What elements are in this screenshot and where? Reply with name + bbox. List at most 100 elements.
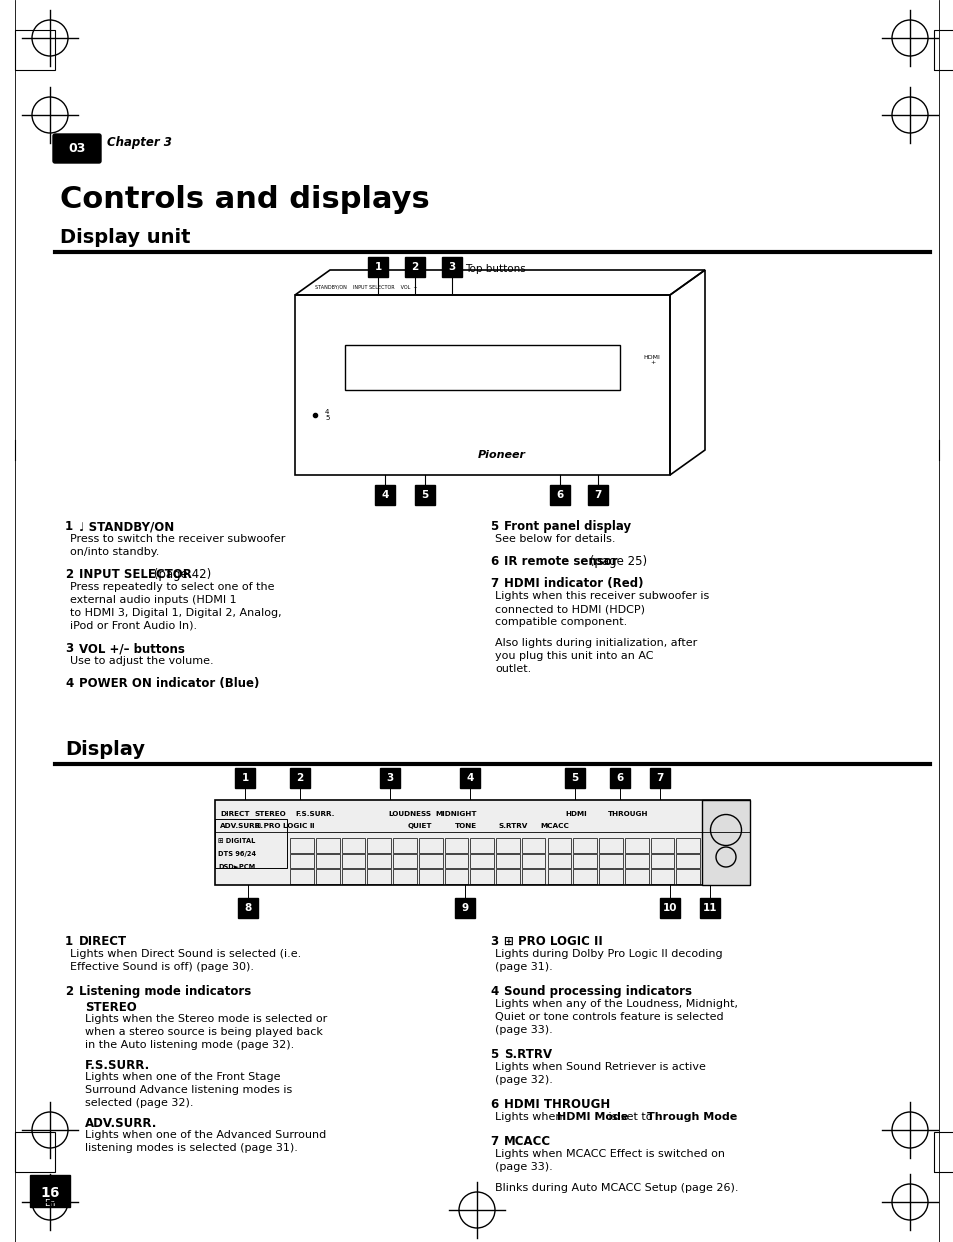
Text: MIDNIGHT: MIDNIGHT bbox=[435, 811, 476, 817]
Text: Lights when the Stereo mode is selected or: Lights when the Stereo mode is selected … bbox=[85, 1013, 327, 1023]
Bar bbox=[444, 838, 468, 853]
Text: Top buttons: Top buttons bbox=[464, 265, 525, 274]
Text: 7: 7 bbox=[490, 578, 497, 590]
Bar bbox=[547, 838, 571, 853]
Text: 16: 16 bbox=[40, 1186, 60, 1200]
Text: HDMI
  +: HDMI + bbox=[643, 355, 659, 365]
Text: Surround Advance listening modes is: Surround Advance listening modes is bbox=[85, 1086, 292, 1095]
Bar bbox=[598, 853, 622, 868]
Text: 4: 4 bbox=[65, 677, 73, 691]
Text: Blinks during Auto MCACC Setup (page 26).: Blinks during Auto MCACC Setup (page 26)… bbox=[495, 1182, 738, 1194]
Text: Listening mode indicators: Listening mode indicators bbox=[79, 985, 251, 999]
Text: 10: 10 bbox=[662, 903, 677, 913]
FancyBboxPatch shape bbox=[659, 898, 679, 918]
Text: Press repeatedly to select one of the: Press repeatedly to select one of the bbox=[70, 582, 274, 592]
Bar bbox=[367, 838, 391, 853]
FancyBboxPatch shape bbox=[234, 768, 254, 787]
Bar bbox=[214, 800, 749, 886]
Text: connected to HDMI (HDCP): connected to HDMI (HDCP) bbox=[495, 604, 644, 614]
Bar bbox=[624, 853, 648, 868]
Bar bbox=[15, 1131, 55, 1172]
Bar bbox=[393, 838, 416, 853]
Text: HDMI indicator (Red): HDMI indicator (Red) bbox=[503, 578, 643, 590]
FancyBboxPatch shape bbox=[379, 768, 399, 787]
Text: S.RTRV: S.RTRV bbox=[497, 823, 527, 828]
FancyBboxPatch shape bbox=[550, 484, 569, 505]
Text: listening modes is selected (page 31).: listening modes is selected (page 31). bbox=[85, 1143, 297, 1153]
Bar bbox=[547, 869, 571, 884]
Bar bbox=[547, 853, 571, 868]
FancyBboxPatch shape bbox=[649, 768, 669, 787]
Text: you plug this unit into an AC: you plug this unit into an AC bbox=[495, 651, 653, 661]
Text: MCACC: MCACC bbox=[539, 823, 568, 828]
Bar bbox=[444, 853, 468, 868]
Text: 7: 7 bbox=[656, 773, 663, 782]
Text: 6: 6 bbox=[490, 1098, 497, 1112]
Bar bbox=[315, 838, 339, 853]
Bar bbox=[650, 853, 674, 868]
Text: Display unit: Display unit bbox=[60, 229, 191, 247]
Bar bbox=[418, 869, 442, 884]
Bar bbox=[573, 869, 597, 884]
Text: THROUGH: THROUGH bbox=[607, 811, 648, 817]
Bar bbox=[418, 838, 442, 853]
Bar bbox=[393, 853, 416, 868]
FancyBboxPatch shape bbox=[30, 1175, 70, 1207]
Text: Lights when Direct Sound is selected (i.e.: Lights when Direct Sound is selected (i.… bbox=[70, 949, 301, 959]
Text: (page 25): (page 25) bbox=[585, 555, 646, 568]
Bar bbox=[345, 345, 619, 390]
Text: DTS 96/24: DTS 96/24 bbox=[218, 851, 255, 857]
Bar bbox=[650, 869, 674, 884]
Text: 4: 4 bbox=[381, 491, 388, 501]
Text: ⊞ DIGITAL: ⊞ DIGITAL bbox=[218, 838, 255, 845]
Bar bbox=[214, 818, 287, 868]
Text: 11: 11 bbox=[702, 903, 717, 913]
Text: Through Mode: Through Mode bbox=[646, 1112, 737, 1122]
Text: IR remote sensor: IR remote sensor bbox=[503, 555, 617, 568]
Text: POWER ON indicator (Blue): POWER ON indicator (Blue) bbox=[79, 677, 259, 691]
Text: external audio inputs (HDMI 1: external audio inputs (HDMI 1 bbox=[70, 595, 236, 605]
Bar bbox=[701, 800, 749, 886]
Text: 4: 4 bbox=[466, 773, 474, 782]
FancyBboxPatch shape bbox=[455, 898, 475, 918]
Text: STANDBY/ON    INPUT SELECTOR    VOL  +: STANDBY/ON INPUT SELECTOR VOL + bbox=[314, 284, 417, 289]
Text: ⊞ PRO LOGIC Ⅱ: ⊞ PRO LOGIC Ⅱ bbox=[254, 823, 314, 828]
Bar bbox=[598, 838, 622, 853]
Text: HDMI: HDMI bbox=[564, 811, 586, 817]
Text: iPod or Front Audio In).: iPod or Front Audio In). bbox=[70, 621, 197, 631]
FancyBboxPatch shape bbox=[53, 134, 101, 163]
Text: MCACC: MCACC bbox=[503, 1135, 551, 1148]
Text: (page 33).: (page 33). bbox=[495, 1163, 552, 1172]
FancyBboxPatch shape bbox=[587, 484, 607, 505]
Text: outlet.: outlet. bbox=[495, 664, 531, 674]
Text: (page 42): (page 42) bbox=[151, 568, 212, 581]
Text: 8: 8 bbox=[244, 903, 252, 913]
FancyBboxPatch shape bbox=[459, 768, 479, 787]
Text: on/into standby.: on/into standby. bbox=[70, 546, 159, 556]
Text: 6: 6 bbox=[556, 491, 563, 501]
Text: Lights when: Lights when bbox=[495, 1112, 565, 1122]
Text: (page 31).: (page 31). bbox=[495, 963, 552, 972]
Text: Lights when one of the Advanced Surround: Lights when one of the Advanced Surround bbox=[85, 1130, 326, 1140]
Text: 03: 03 bbox=[69, 142, 86, 155]
Text: Effective Sound is off) (page 30).: Effective Sound is off) (page 30). bbox=[70, 963, 253, 972]
Text: En: En bbox=[44, 1199, 55, 1207]
FancyBboxPatch shape bbox=[405, 257, 424, 277]
Text: DSD►PCM: DSD►PCM bbox=[218, 864, 255, 869]
Bar bbox=[624, 838, 648, 853]
Text: 2: 2 bbox=[411, 262, 418, 272]
Text: ADV.SURR.: ADV.SURR. bbox=[85, 1117, 157, 1130]
Text: 7: 7 bbox=[490, 1135, 497, 1148]
Bar bbox=[367, 869, 391, 884]
Text: See below for details.: See below for details. bbox=[495, 534, 615, 544]
Text: Chapter 3: Chapter 3 bbox=[107, 137, 172, 149]
Text: 4
5: 4 5 bbox=[325, 409, 329, 421]
Bar bbox=[341, 838, 365, 853]
Text: QUIET: QUIET bbox=[408, 823, 432, 828]
Text: DIRECT: DIRECT bbox=[220, 811, 250, 817]
Bar bbox=[315, 869, 339, 884]
Bar bbox=[470, 853, 494, 868]
Text: 3: 3 bbox=[386, 773, 394, 782]
Text: Lights when this receiver subwoofer is: Lights when this receiver subwoofer is bbox=[495, 591, 708, 601]
Bar bbox=[573, 838, 597, 853]
